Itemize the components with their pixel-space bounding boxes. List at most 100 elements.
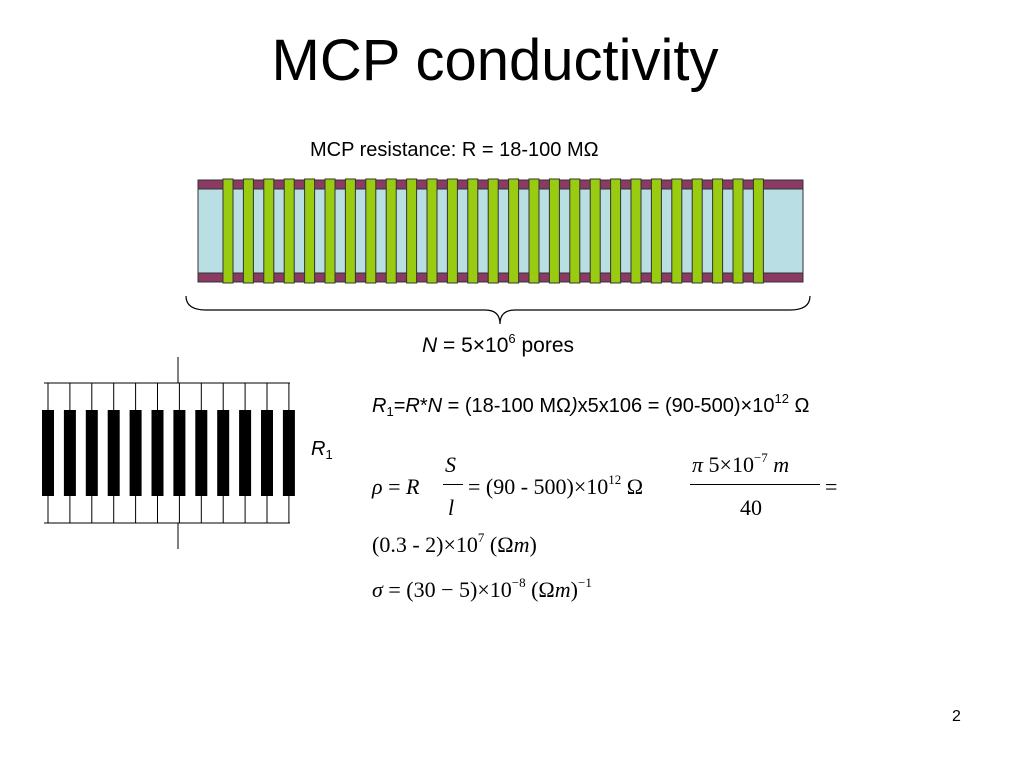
resistor [261,410,273,496]
resistor-network [42,357,295,549]
pores-exp: 6 [508,331,516,346]
pores-suffix: pores [515,334,575,357]
pore-channel [242,178,254,284]
pore-channel [650,178,662,284]
rho-r: R [405,474,420,499]
pore-channel [344,178,356,284]
r1-eq-sub: 1 [386,404,394,419]
curly-brace [185,295,811,325]
rho-result-text: (0.3 - 2)×10 [372,532,478,557]
resistor [129,410,142,496]
sigma-exp: −8 [511,575,526,590]
resistor [239,410,252,496]
pore-channel [426,178,438,284]
pore-channel [365,178,377,284]
r1-eq-exp: 12 [774,391,789,406]
rho-result-unit-open: (Ω [484,532,514,557]
pore-group [222,178,764,284]
rho-frac-bar [443,484,463,485]
pore-channel [263,178,275,284]
r1-eq-equals: = [393,395,406,417]
rho-result: (0.3 - 2)×107 (Ωm) [372,530,537,558]
r1-base: R [311,438,326,460]
mcp-plate [197,178,804,284]
sigma-unit-exp: −1 [577,575,592,590]
resistor [173,410,186,496]
r1-sub: 1 [325,447,333,462]
r1-eq-r: R [372,395,387,417]
rho-num2-exp: −7 [753,450,768,465]
resistor [85,410,98,496]
rho-frac-num: S [445,452,456,477]
pore-channel [304,178,316,284]
pore-channel [569,178,581,284]
pore-channel [671,178,683,284]
slide-title: MCP conductivity [271,28,719,93]
rho-frac2-den: 40 [740,495,762,520]
r1-eq-r2: R [405,395,420,417]
resistor [195,410,208,496]
sigma-unit-m: m [554,577,571,602]
sigma-equation: σ = (30 − 5)×10−8 (Ωm)−1 [372,575,592,603]
rho-frac2-bar [690,484,820,485]
r1-label: R1 [311,436,333,462]
pores-text: = 5×10 [437,334,509,357]
pores-var: N [422,334,438,357]
sigma-unit-close: ) [570,577,578,602]
resistor [42,410,54,496]
r1-eq-star: * [419,395,428,417]
rho-end-equals: = [825,474,838,499]
pore-channel [467,178,479,284]
sigma-text: = (30 − 5)×10 [382,577,512,602]
rho-symbol: ρ [372,474,383,499]
sigma-unit-open: (Ω [525,577,555,602]
rho-omega: Ω [621,474,644,499]
sigma-symbol: σ [372,577,383,602]
pore-channel [385,178,397,284]
pore-channel [548,178,560,284]
pore-channel [752,178,764,284]
resistor [151,410,164,496]
pore-channel [589,178,601,284]
r1-eq-n: N [427,395,443,417]
pore-channel [528,178,540,284]
resistor [282,410,295,496]
bottom-electrode [197,272,804,283]
rho-result-unit-m: m [513,532,530,557]
resistor [63,410,76,496]
pores-label: N = 5×106 pores [422,331,575,359]
rho-eq-sign: = [382,474,406,499]
resistor [107,410,120,496]
r1-equation: R1=R*N = (18-100 MΩ)x5x106 = (90-500)×10… [372,391,810,419]
pore-channel [610,178,622,284]
rho-mid-text: = (90 - 500)×10 [468,474,609,499]
r1-eq-omega: Ω [788,395,810,417]
r1-eq-tail: x5x106 = (90-500)×10 [577,395,775,417]
pore-channel [508,178,520,284]
pore-channel [630,178,642,284]
rho-frac-den: l [448,495,455,520]
rho-mid-exp: 12 [608,472,622,487]
rho-num2-m: m [767,452,790,477]
rho-result-exp: 7 [477,530,485,545]
rho-frac2-num: π 5×10−7 m [692,450,790,478]
pore-channel [222,178,234,284]
pore-channel [487,178,499,284]
pore-channel [324,178,336,284]
r1-eq-close: ) [570,395,578,417]
pore-channel [732,178,744,284]
pore-channel [283,178,295,284]
pore-channel [406,178,418,284]
pore-channel [446,178,458,284]
pore-channel [712,178,724,284]
top-electrode [197,179,804,190]
resistor [217,410,230,496]
rho-pi: π [692,452,704,477]
rho-num2-val: 5×10 [703,452,754,477]
rho-lhs: ρ = R [372,474,419,500]
page-number: 2 [952,708,961,725]
r1-eq-mid: = (18-100 MΩ [442,395,571,417]
rho-middle: = (90 - 500)×1012 Ω [468,472,644,500]
rho-result-unit-close: ) [529,532,537,557]
